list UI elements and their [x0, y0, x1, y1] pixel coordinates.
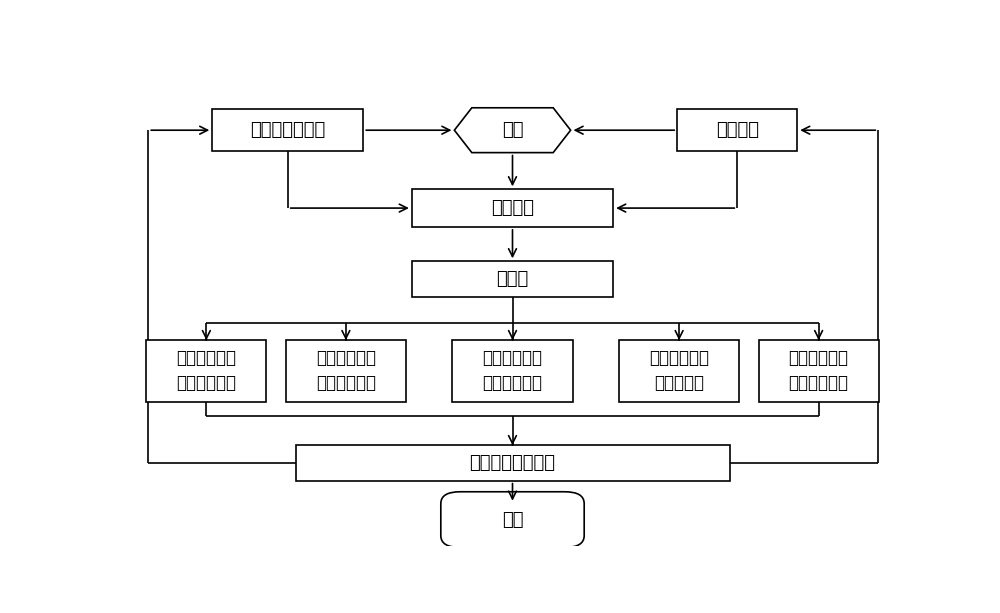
FancyBboxPatch shape [759, 340, 879, 402]
Text: 输入参数: 输入参数 [491, 199, 534, 217]
FancyBboxPatch shape [441, 492, 584, 547]
Text: 自动记录测试数据: 自动记录测试数据 [470, 454, 556, 472]
Text: 远程控制: 远程控制 [716, 121, 759, 139]
Text: 下位机: 下位机 [496, 270, 529, 288]
FancyBboxPatch shape [296, 445, 730, 481]
FancyBboxPatch shape [146, 340, 266, 402]
FancyBboxPatch shape [286, 340, 406, 402]
FancyBboxPatch shape [677, 109, 797, 151]
Text: 冷凝器进水和
温度自动调节: 冷凝器进水和 温度自动调节 [789, 349, 849, 392]
Text: 压缩机进气状
态的自动调节: 压缩机进气状 态的自动调节 [176, 349, 236, 392]
FancyBboxPatch shape [412, 189, 613, 227]
FancyBboxPatch shape [619, 340, 739, 402]
Text: 电机冷却状态
的自动调节: 电机冷却状态 的自动调节 [649, 349, 709, 392]
Text: 结束: 结束 [502, 511, 523, 528]
FancyBboxPatch shape [452, 340, 573, 402]
Text: 压缩机排气状
态的自动调节: 压缩机排气状 态的自动调节 [316, 349, 376, 392]
Text: 上位机或触摸屏: 上位机或触摸屏 [250, 121, 325, 139]
Text: 压缩机补气状
态的自动调节: 压缩机补气状 态的自动调节 [482, 349, 542, 392]
FancyBboxPatch shape [212, 109, 363, 151]
Polygon shape [454, 108, 571, 153]
FancyBboxPatch shape [412, 261, 613, 297]
Text: 开始: 开始 [502, 121, 523, 139]
